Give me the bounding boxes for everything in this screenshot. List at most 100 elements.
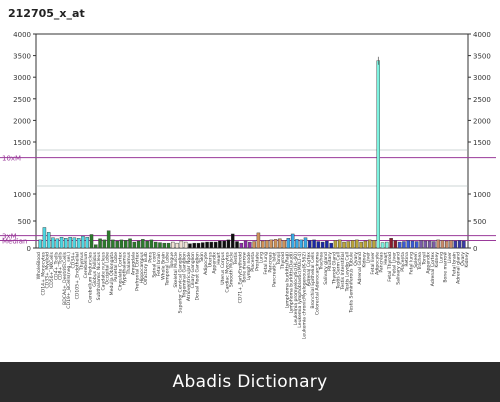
x-tick-label: Uterus Corpus [220, 251, 226, 284]
chart-title: 212705_x_at [8, 7, 85, 20]
bar [355, 239, 359, 249]
bar [282, 240, 286, 249]
bar [102, 239, 107, 249]
x-tick-label: Trachea [319, 252, 325, 271]
bar [316, 241, 321, 249]
bar [218, 240, 222, 249]
bar [346, 241, 351, 249]
x-tick-label: Caudate nucleus [100, 251, 106, 290]
x-tick-label: Spinal cord [152, 252, 158, 278]
x-tick-label: Medulla Oblongata [109, 252, 115, 296]
x-tick-label: Liver [447, 252, 453, 263]
x-tick-label: Atrioventricular Node [186, 252, 192, 301]
x-tick-label: Lymphoma burkitts(Raji) [284, 252, 290, 309]
bar [76, 238, 81, 249]
bar [235, 241, 239, 249]
footer-text: Abadis Dictionary [172, 372, 328, 392]
bar [175, 242, 179, 249]
left-tick-label: 0 [27, 245, 31, 253]
bar [350, 240, 355, 249]
bar [337, 239, 342, 249]
bar [89, 234, 94, 249]
bar [406, 240, 410, 249]
x-tick-label: Adrenal gland [456, 252, 462, 284]
x-tick-label: Tonsil [276, 252, 282, 266]
bar [179, 240, 184, 249]
bar [85, 236, 89, 249]
x-tick-label: Dorsal Root Ganglion [195, 252, 201, 301]
bar [192, 242, 196, 249]
bar [132, 241, 137, 249]
x-tick-label: Thyroid Gland [331, 252, 337, 285]
expression-chart: 212705_x_at 4000 3500 3000 2500 2000 1500 1000… [0, 7, 496, 339]
x-tick-label: Occipital Lobe [105, 252, 111, 285]
x-tick-label: CD105+_Endothelial [75, 252, 81, 299]
x-tick-label: Adipocyte [203, 252, 209, 275]
x-tick-label: Pons [147, 251, 153, 262]
left-tick-label: 1000 [13, 191, 31, 199]
right-tick-label: 2500 [473, 96, 491, 104]
x-tick-label: Tonsil [421, 252, 427, 266]
x-tick-label: Lung [259, 252, 265, 263]
bar [269, 239, 274, 249]
left-tick-label: 3500 [13, 53, 31, 61]
x-tick-label: Uterus [207, 251, 213, 267]
left-tick-label: 2500 [13, 96, 31, 104]
bar [119, 239, 124, 249]
bars-layer [38, 56, 466, 249]
x-tick-label: Olfactory Bulb [143, 252, 149, 285]
x-tick-label: Adrenal Gland [357, 252, 363, 285]
bar [453, 240, 458, 249]
x-tick-label: BDCA4+_DentriticCells [62, 251, 68, 305]
bar [393, 240, 398, 249]
x-tick-label: Fetal Liver [391, 252, 397, 276]
bar [329, 242, 333, 249]
bar [423, 240, 428, 249]
right-tick-label: 1500 [473, 139, 491, 147]
bar [367, 239, 372, 249]
x-tick-label: Lung [438, 252, 444, 263]
x-tick-label: Smooth Muscle [229, 252, 235, 287]
bar [128, 238, 132, 249]
bar [149, 239, 154, 249]
bar [410, 240, 415, 249]
x-tick-label: Fetal brain [156, 252, 162, 276]
bar [359, 241, 363, 249]
x-tick-label: Kidney [464, 252, 470, 268]
reference-line-label: 10xM [2, 155, 21, 163]
x-tick-label: Adrenal Cortex [430, 252, 436, 287]
x-tick-label: Cerebellum Peduncles [88, 251, 94, 303]
x-tick-label: Thalamus [126, 251, 132, 275]
bar [166, 242, 171, 249]
right-tick-label: 4000 [473, 31, 491, 39]
reference-line-label: Median [2, 237, 27, 245]
bar [402, 241, 406, 249]
x-tick-label: Subthalamic Nucleus [96, 251, 102, 300]
bar [436, 239, 440, 249]
bar [252, 241, 256, 249]
x-tick-label: Bronchial Epithelial Cells [310, 251, 316, 308]
x-tick-label: Liver [366, 252, 372, 263]
x-tick-label: Ovary [460, 252, 466, 266]
bar [265, 240, 269, 249]
x-tick-label: Heart [383, 252, 389, 265]
bar [440, 240, 445, 249]
x-tick-label: Skin [199, 252, 205, 262]
x-tick-label: Kidney [434, 252, 440, 268]
plot-frame [35, 33, 469, 249]
bar [427, 240, 432, 249]
x-tick-label: Leukemia promyelocytic(HL-60) [293, 252, 299, 325]
bar [72, 237, 77, 249]
bar [248, 241, 252, 249]
bar [363, 240, 368, 249]
x-tick-label: Salivary gland [323, 252, 329, 285]
bar [59, 236, 64, 249]
bar [380, 242, 385, 249]
x-tick-label: Lymph node [246, 252, 252, 280]
bar [260, 240, 265, 249]
x-tick-label: Fetal lung [409, 252, 415, 275]
bar [188, 243, 192, 249]
x-tick-label: Bone marrow [443, 252, 449, 283]
bar [141, 239, 145, 249]
x-tick-label: Parietal Lobe [113, 252, 119, 282]
